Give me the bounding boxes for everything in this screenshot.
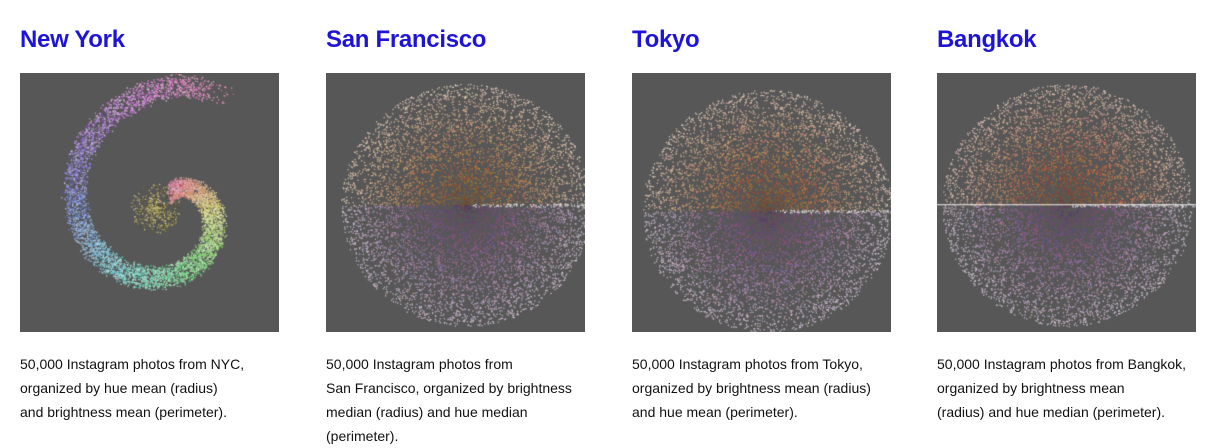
caption-line: 50,000 Instagram photos from NYC, [20, 356, 245, 372]
radial-photo-plot-san-francisco[interactable] [326, 73, 585, 332]
city-caption: 50,000 Instagram photos from NYC, organi… [20, 352, 280, 424]
city-title: New York [20, 26, 125, 54]
radial-photo-plot-new-york[interactable] [20, 73, 279, 332]
caption-line: and brightness mean (perimeter). [20, 404, 227, 420]
caption-line: 50,000 Instagram photos from [326, 356, 513, 372]
caption-line: organized by brightness mean (radius) [632, 380, 871, 396]
city-title: Bangkok [937, 26, 1037, 54]
caption-line: (radius) and hue median (perimeter). [937, 404, 1165, 420]
radial-photo-plot-bangkok[interactable] [937, 73, 1196, 332]
city-title-link[interactable]: New York [20, 26, 125, 53]
caption-line: organized by brightness mean [937, 380, 1125, 396]
radial-photo-plot-tokyo[interactable] [632, 73, 891, 332]
city-title: Tokyo [632, 26, 700, 54]
city-title-link[interactable]: San Francisco [326, 26, 487, 53]
city-caption: 50,000 Instagram photos from Bangkok, or… [937, 352, 1197, 424]
city-title-link[interactable]: Bangkok [937, 26, 1037, 53]
caption-line: 50,000 Instagram photos from Tokyo, [632, 356, 863, 372]
caption-line: organized by hue mean (radius) [20, 380, 218, 396]
caption-line: and hue mean (perimeter). [632, 404, 798, 420]
caption-line: median (radius) and hue median [326, 404, 528, 420]
city-title: San Francisco [326, 26, 486, 54]
city-caption: 50,000 Instagram photos from Tokyo, orga… [632, 352, 892, 424]
city-caption: 50,000 Instagram photos from San Francis… [326, 352, 586, 448]
caption-line: 50,000 Instagram photos from Bangkok, [937, 356, 1187, 372]
caption-line: (perimeter). [326, 428, 399, 444]
city-title-link[interactable]: Tokyo [632, 26, 700, 53]
caption-line: San Francisco, organized by brightness [326, 380, 572, 396]
